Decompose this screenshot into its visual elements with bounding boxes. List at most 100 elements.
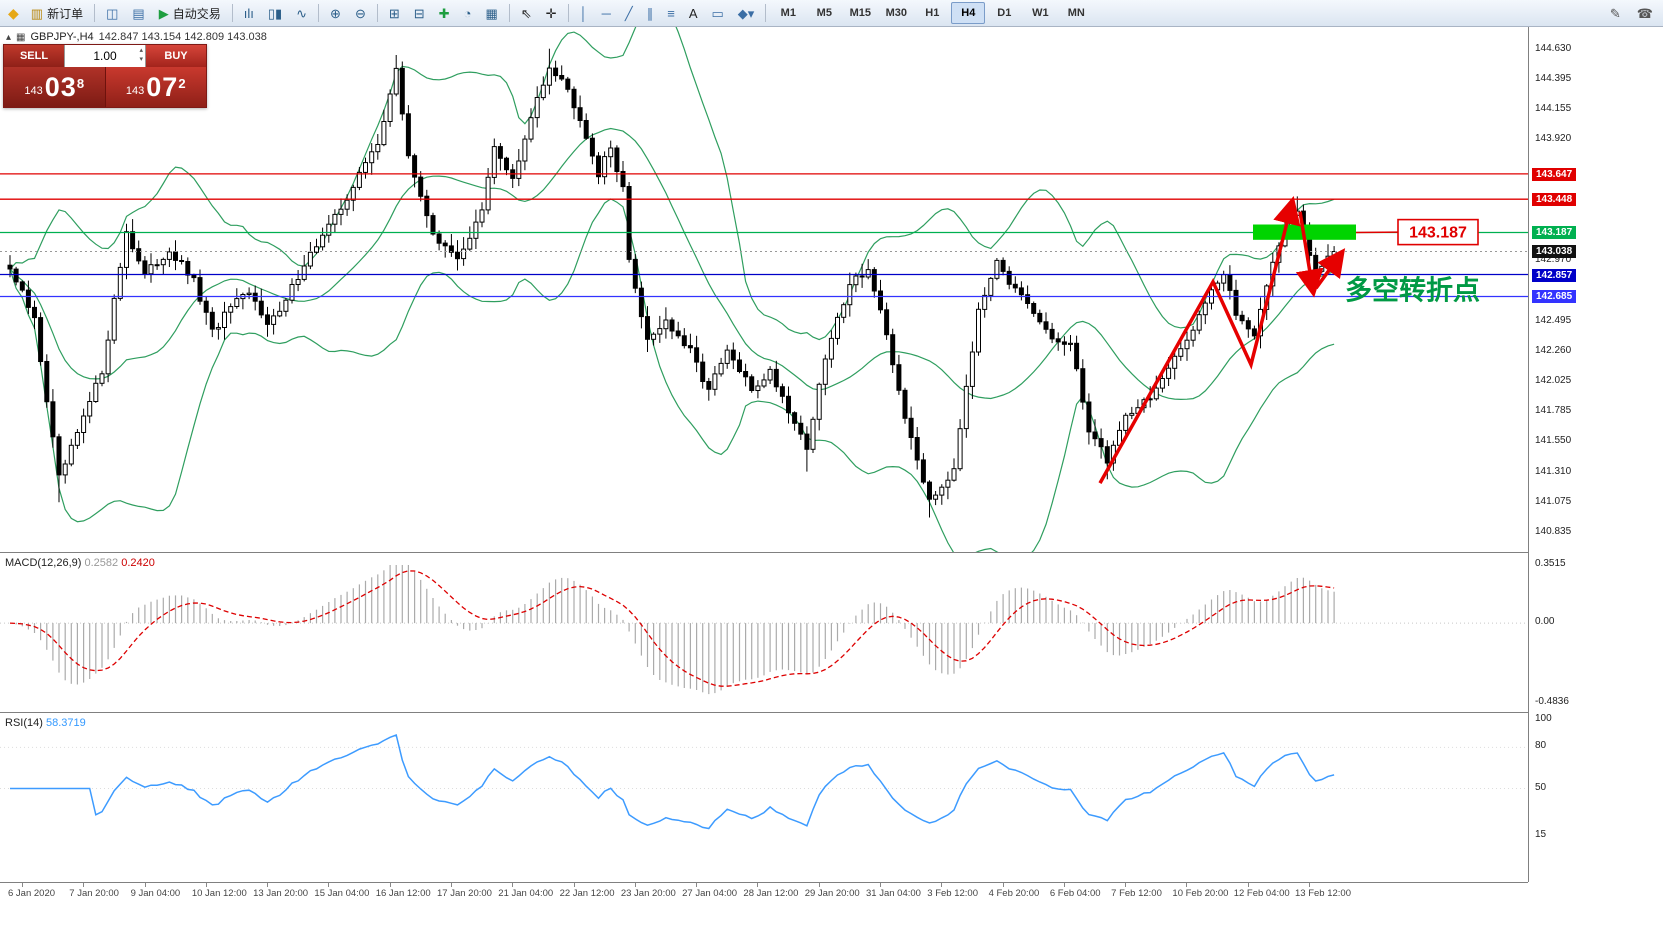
candle (1184, 339, 1190, 350)
candle (1166, 367, 1172, 379)
collapse-trade-panel-icon[interactable]: ▴ (6, 31, 12, 43)
horizontal-line-button[interactable]: ─ (596, 1, 617, 25)
turning-point-annotation[interactable]: 多空转折点 (1345, 275, 1480, 306)
support-icon: ☎ (1636, 5, 1653, 21)
timeframe-m5[interactable]: M5 (816, 7, 832, 19)
channel-button[interactable]: ∥ (641, 1, 660, 25)
vertical-line-button[interactable]: │ (574, 1, 594, 25)
candle (295, 279, 301, 285)
candle (1251, 328, 1257, 337)
profiles-button[interactable]: ▤ (126, 1, 150, 25)
time-tick (328, 883, 330, 887)
timeframe-w1[interactable]: W1 (1032, 7, 1049, 19)
shapes-button[interactable]: ◆▾ (732, 1, 761, 25)
bar-chart-button[interactable]: ılı (238, 1, 260, 25)
templates-button[interactable]: ▦ (479, 1, 503, 25)
charts-button[interactable]: ◫ (100, 1, 124, 25)
time-tick (634, 883, 636, 887)
candle (1000, 259, 1006, 272)
zoom-in-button[interactable]: ⊕ (324, 1, 347, 25)
timeframe-m1[interactable]: M1 (780, 7, 796, 19)
channel-icon: ∥ (646, 5, 654, 21)
candle (1190, 329, 1196, 341)
candle (381, 121, 387, 146)
cascade-windows-button[interactable]: ⊟ (408, 1, 431, 25)
toolbar-separator (94, 4, 96, 22)
candle (369, 151, 375, 164)
time-tick (573, 883, 575, 887)
candle (448, 245, 454, 253)
candle (1159, 378, 1165, 389)
time-axis-label: 12 Feb 04:00 (1233, 888, 1290, 899)
timeframe-m30[interactable]: M30 (885, 7, 908, 19)
timeframe-h4[interactable]: H4 (951, 2, 986, 24)
crosshair-button[interactable]: ✛ (540, 1, 563, 25)
line-chart-button[interactable]: ∿ (290, 1, 313, 25)
candle (1233, 289, 1239, 316)
label-button[interactable]: ▭ (705, 1, 729, 25)
trend-zigzag-arrow[interactable] (1098, 196, 1301, 484)
candle (933, 494, 939, 500)
timeframe-h1[interactable]: H1 (925, 7, 940, 19)
candle (792, 412, 798, 424)
timeframe-m15[interactable]: M15 (849, 7, 872, 19)
drop-arrow[interactable] (1295, 211, 1324, 298)
text-icon: A (688, 5, 698, 21)
time-axis[interactable]: 6 Jan 2020 7 Jan 20:00 9 Jan 04:00 10 Jan 1… (0, 882, 1528, 908)
time-axis-label: 6 Feb 04:00 (1049, 888, 1101, 899)
candle (424, 195, 430, 217)
autotrade-button-label: 自动交易 (172, 6, 221, 21)
candlestick-button[interactable]: ▯▮ (262, 1, 288, 25)
candle (724, 349, 730, 364)
candle (277, 310, 283, 317)
price-chart[interactable]: 143.187 多空转折点 (0, 27, 1528, 552)
trendline-button[interactable]: ╱ (619, 1, 639, 25)
autotrade-button[interactable]: ▶ 自动交易 (153, 1, 227, 25)
candle (455, 251, 460, 260)
price-axis-label: 0.00 (1535, 616, 1555, 628)
bounce-arrow[interactable] (1314, 248, 1346, 290)
candle (504, 157, 509, 171)
ask-price-button[interactable]: 143 07 2 (105, 67, 206, 107)
edit-button[interactable]: ✎ (1604, 1, 1627, 25)
periods-button[interactable]: ◔ (458, 1, 478, 25)
indicators-button[interactable]: ✚ (433, 1, 456, 25)
candle (1123, 414, 1129, 431)
candle (657, 328, 663, 335)
new-order-button[interactable]: ▥ 新订单 (25, 1, 89, 25)
timeframe-mn[interactable]: MN (1067, 7, 1085, 19)
tile-windows-button[interactable]: ⊞ (383, 1, 406, 25)
price-axis[interactable]: 144.630 144.395 144.155 143.920 142.970 142.4… (1529, 27, 1663, 908)
price-tag-box[interactable] (1397, 218, 1479, 246)
zoom-out-button[interactable]: ⊖ (349, 1, 372, 25)
rsi-line (10, 733, 1335, 830)
sell-button[interactable]: SELL (4, 45, 64, 67)
price-axis-tag: 143.647 (1532, 167, 1577, 181)
timeframe-d1[interactable]: D1 (997, 7, 1012, 19)
lot-increase-icon[interactable]: ▴ (139, 47, 143, 54)
candle (68, 444, 74, 465)
fibonacci-button[interactable]: ≡ (661, 1, 681, 25)
cursor-button[interactable]: ⇖ (515, 1, 538, 25)
text-button[interactable]: A (683, 1, 704, 25)
candle (755, 385, 761, 391)
support-button[interactable]: ☎ (1631, 1, 1659, 25)
price-axis-label: 144.395 (1535, 72, 1572, 84)
candle (798, 422, 804, 435)
buy-button[interactable]: BUY (146, 45, 206, 67)
time-tick (267, 883, 269, 887)
candle (663, 319, 669, 330)
candle (62, 463, 68, 476)
rsi-panel[interactable]: RSI(14) 58.3719 (0, 712, 1528, 882)
time-axis-label: 29 Jan 20:00 (804, 888, 860, 899)
candle (405, 113, 411, 157)
lot-size-input[interactable]: 1.00 ▴ ▾ (64, 45, 146, 67)
candle (491, 146, 497, 178)
lot-decrease-icon[interactable]: ▾ (139, 56, 143, 63)
candle (44, 361, 50, 403)
candlestick-icon: ▯▮ (267, 5, 283, 21)
macd-panel[interactable]: MACD(12,26,9) 0.2582 0.2420 (0, 552, 1528, 712)
new-order-icon: ▥ (30, 5, 44, 21)
candle (767, 368, 773, 381)
bid-price-button[interactable]: 143 03 8 (4, 67, 106, 107)
